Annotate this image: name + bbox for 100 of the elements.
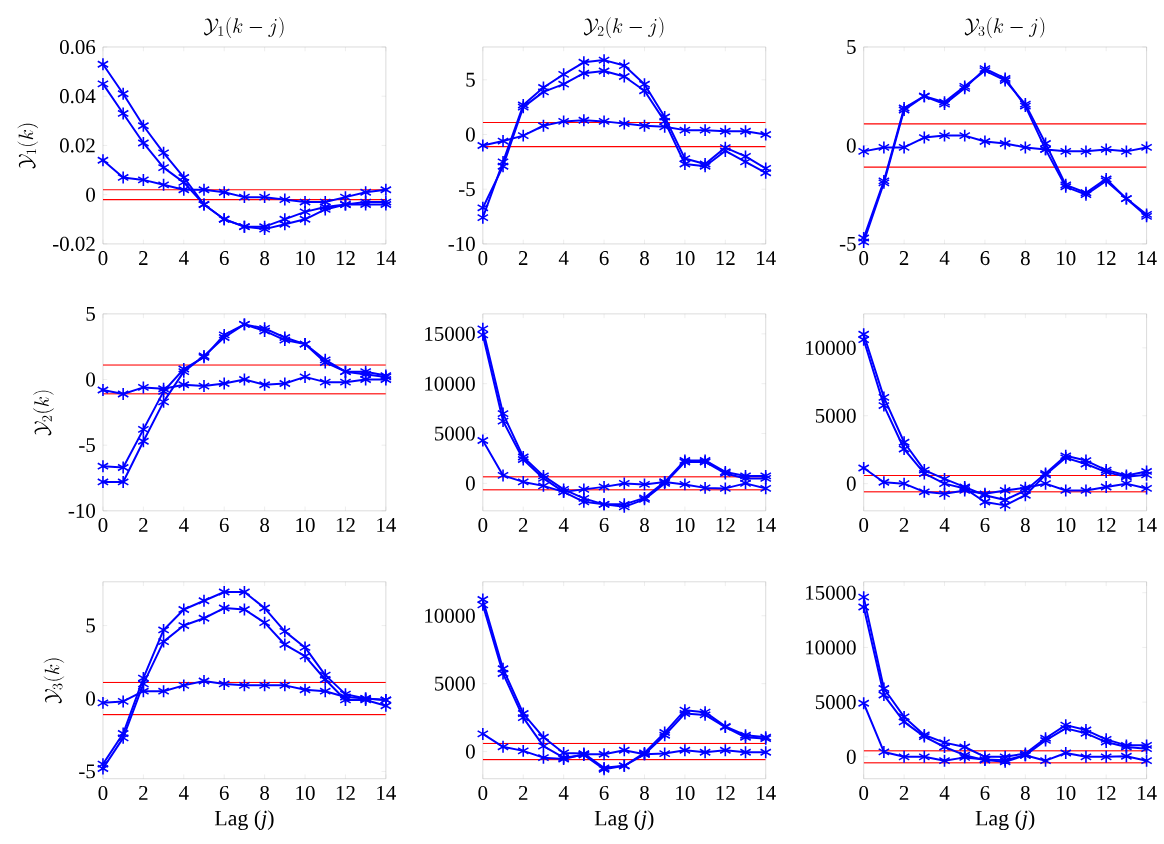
x-tick-label: 12 [1097, 251, 1116, 266]
y-tick-label: 0 [466, 744, 475, 759]
chart-title: $\mathcal{Y}_1(k-j)$ [204, 17, 284, 39]
x-tick-label: 4 [558, 251, 569, 265]
x-tick-label: 10 [676, 786, 695, 801]
x-tick-label: 12 [716, 518, 735, 532]
x-tick-label: 4 [939, 786, 950, 800]
y-axis-title: $\mathcal{Y}_1(k)$ [17, 123, 39, 169]
x-axis-title: Lag (j) [214, 810, 274, 831]
y-tick-label: 10000 [425, 608, 475, 623]
y-tick-label: -5 [79, 764, 95, 779]
y-axis-title: $\mathcal{Y}_3(k)$ [43, 658, 65, 704]
y-tick-label: 5000 [815, 695, 856, 710]
x-tick-label: 12 [1097, 786, 1116, 800]
x-tick-label: 2 [139, 786, 148, 800]
x-tick-label: 6 [219, 518, 229, 533]
y-tick-label: 5 [847, 40, 856, 55]
x-tick-label: 6 [599, 518, 609, 533]
x-tick-label: 2 [899, 251, 909, 266]
x-tick-label: 6 [980, 251, 990, 266]
y-tick-label: 0.04 [59, 89, 96, 104]
x-tick-label: 6 [980, 786, 990, 801]
x-tick-label: 4 [178, 518, 189, 532]
y-tick-label: 15000 [806, 585, 856, 600]
x-tick-label: 2 [518, 251, 528, 266]
y-tick-label: 0.02 [59, 138, 95, 153]
x-axis-title: Lag (j) [594, 810, 654, 831]
x-tick-label: 14 [1137, 518, 1157, 532]
x-tick-label: 6 [599, 251, 609, 266]
x-tick-label: 10 [1057, 251, 1076, 266]
y-tick-label: -10 [448, 237, 475, 252]
x-tick-label: 0 [478, 786, 488, 801]
x-tick-label: 10 [296, 786, 315, 801]
x-tick-label: 2 [518, 786, 528, 800]
x-tick-label: 0 [859, 251, 869, 266]
x-tick-label: 0 [98, 786, 108, 801]
x-tick-label: 14 [757, 251, 776, 266]
y-tick-label: 5 [86, 307, 95, 321]
x-tick-label: 14 [757, 786, 776, 800]
x-tick-label: 14 [1137, 251, 1157, 266]
y-tick-label: -5 [79, 438, 95, 453]
x-tick-label: 10 [296, 518, 315, 533]
y-tick-label: 0 [86, 187, 95, 202]
y-tick-label: 5 [466, 73, 475, 87]
x-tick-label: 4 [178, 786, 189, 800]
x-tick-label: 2 [139, 518, 148, 532]
x-tick-label: 8 [640, 518, 649, 533]
y-tick-label: 0.06 [59, 40, 96, 55]
y-tick-label: 15000 [425, 326, 475, 342]
x-tick-label: 8 [640, 251, 649, 266]
x-tick-label: 8 [260, 518, 270, 533]
x-tick-label: 4 [558, 786, 569, 800]
x-tick-label: 8 [1020, 786, 1030, 801]
x-tick-label: 8 [640, 786, 649, 801]
x-tick-label: 0 [859, 518, 869, 533]
x-tick-label: 8 [1020, 518, 1030, 533]
x-tick-label: 14 [377, 518, 396, 532]
chart-title: $\mathcal{Y}_2(k-j)$ [583, 17, 664, 39]
x-tick-label: 0 [859, 786, 869, 801]
x-tick-label: 4 [558, 518, 569, 532]
x-tick-label: 2 [518, 518, 528, 532]
y-tick-label: 5 [86, 618, 95, 633]
x-axis-title: Lag (j) [975, 810, 1035, 831]
x-tick-label: 14 [1137, 786, 1157, 800]
y-tick-label: 10000 [806, 340, 856, 356]
x-tick-label: 12 [336, 518, 355, 532]
x-tick-label: 2 [139, 251, 148, 266]
x-tick-label: 12 [716, 251, 735, 266]
y-tick-label: 5000 [435, 676, 475, 691]
y-tick-label: 0 [86, 691, 95, 706]
x-tick-label: 10 [1057, 786, 1076, 801]
x-tick-label: 6 [980, 518, 990, 533]
x-tick-label: 14 [377, 786, 396, 800]
x-tick-label: 12 [1097, 518, 1116, 532]
x-tick-label: 2 [899, 786, 909, 800]
x-tick-label: 10 [676, 251, 695, 266]
y-tick-label: -5 [459, 182, 475, 197]
y-tick-label: -5 [839, 237, 856, 252]
y-tick-label: 10000 [806, 640, 856, 655]
x-tick-label: 14 [757, 518, 776, 532]
x-tick-label: 10 [676, 518, 695, 533]
y-tick-label: -10 [68, 503, 95, 519]
y-tick-label: 10000 [425, 376, 475, 391]
x-tick-label: 12 [716, 786, 735, 800]
y-tick-label: 5000 [815, 408, 856, 423]
y-tick-label: 0 [466, 127, 475, 142]
x-tick-label: 6 [599, 786, 609, 801]
x-tick-label: 12 [336, 251, 355, 266]
x-tick-label: 10 [1057, 518, 1076, 533]
y-tick-label: 0 [466, 476, 475, 491]
x-tick-label: 14 [377, 251, 396, 266]
x-tick-label: 8 [260, 786, 270, 801]
y-tick-label: -0.02 [53, 236, 95, 252]
chart-title: $\mathcal{Y}_3(k-j)$ [964, 17, 1045, 39]
y-tick-label: 0 [846, 749, 856, 765]
x-tick-label: 10 [296, 251, 315, 266]
y-tick-label: 0 [846, 138, 856, 153]
x-tick-label: 8 [260, 251, 270, 266]
x-tick-label: 6 [219, 786, 229, 801]
x-tick-label: 4 [939, 251, 950, 266]
